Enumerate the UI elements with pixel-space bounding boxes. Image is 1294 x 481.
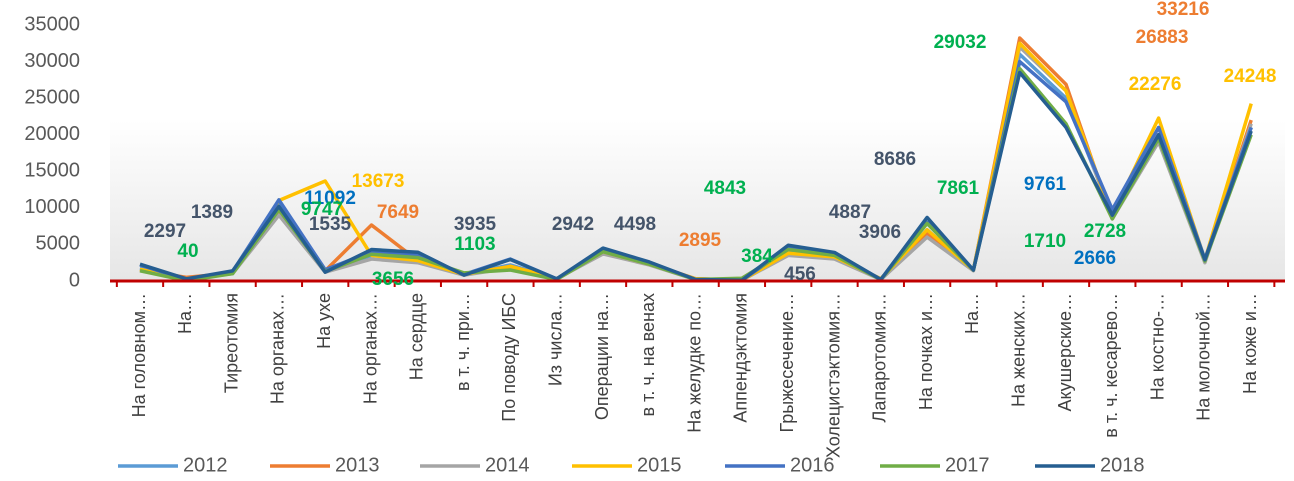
x-tick-label: Грыжесечение… <box>777 293 797 433</box>
legend-label: 2016 <box>790 454 835 476</box>
data-label: 1535 <box>309 214 352 235</box>
data-label: 11092 <box>304 188 356 209</box>
data-label: 13673 <box>352 171 405 192</box>
data-label: 24248 <box>1224 66 1277 87</box>
x-tick-label: Из числа… <box>545 293 565 386</box>
data-label: 2666 <box>1074 248 1116 269</box>
data-label: 4843 <box>704 178 746 199</box>
data-label: 384 <box>741 246 773 267</box>
legend-label: 2018 <box>1100 454 1145 476</box>
x-tick-label: На костно-… <box>1147 293 1167 400</box>
x-tick-label: Лапаротомия… <box>870 293 890 422</box>
data-label: 2728 <box>1084 221 1126 242</box>
y-tick-label: 20000 <box>24 123 80 145</box>
data-label: 456 <box>784 264 816 285</box>
data-label: 4498 <box>614 214 656 235</box>
data-label: 33216 <box>1157 0 1210 20</box>
x-tick-label: Акушерские… <box>1055 293 1075 412</box>
data-label: 3656 <box>372 269 414 290</box>
x-tick-label: Операции на… <box>592 293 612 420</box>
data-label: 26883 <box>1136 27 1189 48</box>
y-tick-label: 0 <box>69 269 80 291</box>
x-tick-label: На почках и… <box>916 293 936 410</box>
data-label: 1710 <box>1024 231 1066 252</box>
x-tick-label: в т. ч. на венах <box>638 293 658 416</box>
data-label: 1103 <box>454 234 495 255</box>
x-tick-label: На женских… <box>1008 293 1028 407</box>
data-label: 9761 <box>1024 174 1067 195</box>
x-tick-label: Холецистэктомия… <box>823 293 843 458</box>
data-label: 3906 <box>859 222 901 243</box>
y-tick-label: 5000 <box>36 233 81 255</box>
x-tick-label: Аппендэктомия <box>731 293 751 423</box>
data-label: 4887 <box>829 202 871 223</box>
data-label: 2942 <box>552 214 594 235</box>
data-label: 9747 <box>301 199 343 220</box>
data-label: 8686 <box>874 149 916 170</box>
x-tick-label: На… <box>962 293 982 334</box>
data-label: 29032 <box>934 32 987 53</box>
legend-label: 2014 <box>485 454 530 476</box>
legend-label: 2017 <box>945 454 990 476</box>
x-tick-label: в т. ч. при… <box>453 293 473 391</box>
x-tick-label: На сердце <box>407 293 427 380</box>
legend-label: 2015 <box>637 454 682 476</box>
y-tick-label: 35000 <box>24 13 80 35</box>
y-tick-label: 25000 <box>24 86 80 108</box>
x-tick-label: На молочной… <box>1194 293 1214 421</box>
data-label: 2297 <box>144 221 186 242</box>
data-label: 22276 <box>1129 74 1182 95</box>
x-tick-label: По поводу ИБС <box>499 293 519 422</box>
data-label: 2895 <box>679 230 722 251</box>
legend-label: 2013 <box>335 454 380 476</box>
x-tick-label: На ухе <box>314 293 334 349</box>
x-tick-label: На органах… <box>360 293 380 404</box>
y-tick-label: 30000 <box>24 50 80 72</box>
y-tick-label: 10000 <box>24 196 80 218</box>
legend-label: 2012 <box>183 454 228 476</box>
data-label: 7649 <box>377 202 419 223</box>
x-tick-label: На… <box>175 293 195 334</box>
data-label: 1389 <box>191 202 233 223</box>
x-tick-label: На органах… <box>268 293 288 404</box>
x-tick-label: На головном… <box>129 293 149 417</box>
x-tick-label: Тиреотомия <box>221 293 241 393</box>
data-label: 3935 <box>454 214 497 235</box>
x-tick-label: в т. ч. кесарево… <box>1101 293 1121 438</box>
data-label: 40 <box>177 241 198 262</box>
x-tick-label: На коже и… <box>1240 293 1260 394</box>
x-tick-label: На желудке по… <box>684 293 704 433</box>
y-tick-label: 15000 <box>24 160 80 182</box>
data-label: 7861 <box>937 178 980 199</box>
